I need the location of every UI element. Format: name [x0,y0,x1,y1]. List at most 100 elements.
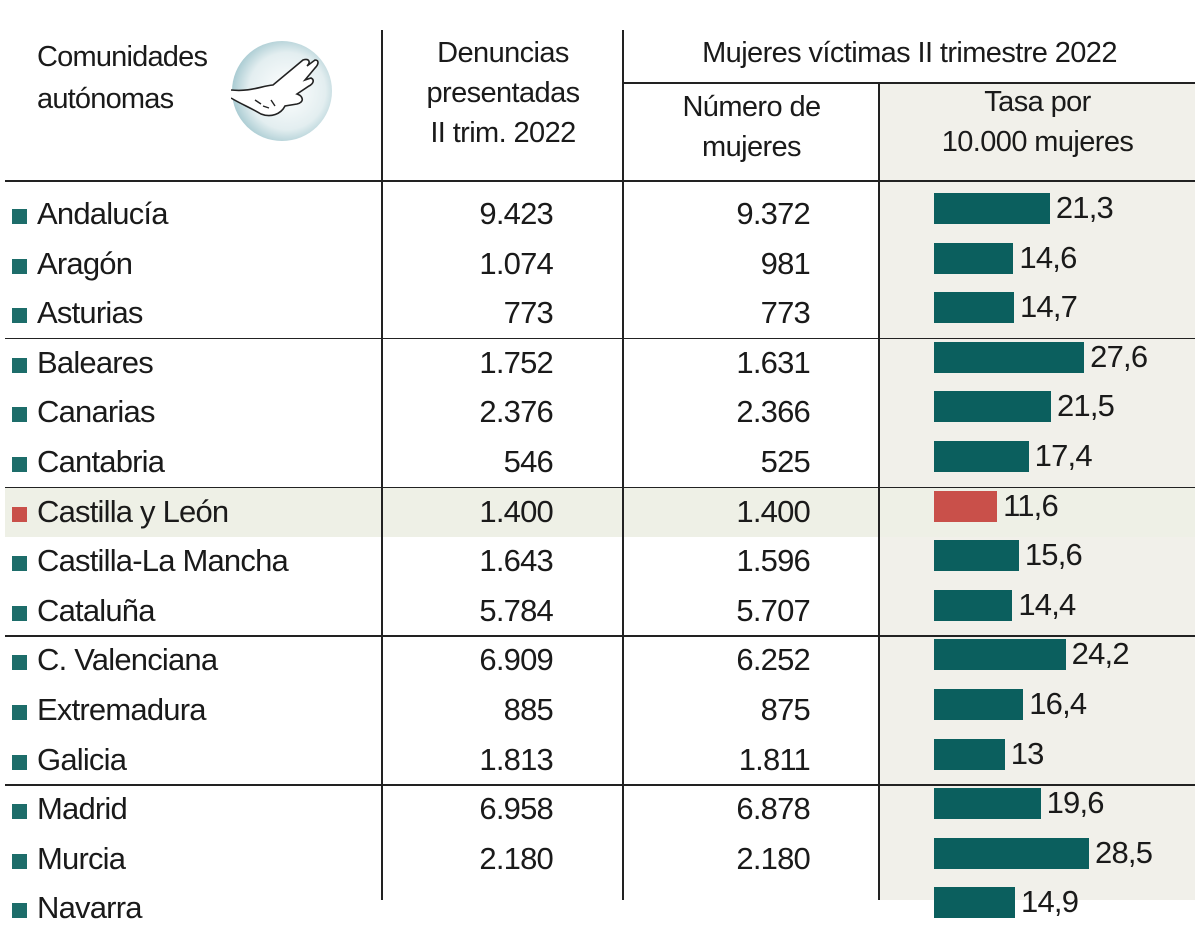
mujeres-value: 1.811 [738,741,811,777]
table-row: Andalucía 9.423 9.372 21,3 [0,190,1200,240]
header-denuncias-column: Denuncias presentadas II trim. 2022 [383,33,623,153]
group-header-rule [623,82,1195,84]
tasa-bar [934,193,1050,224]
header-group-title: Mujeres víctimas II trimestre 2022 [702,37,1117,69]
row-name: Navarra [37,890,142,926]
row-marker-square [12,556,27,572]
denuncias-value: 5.784 [479,592,553,628]
denuncias-value: 1.074 [479,245,553,281]
tasa-label: 21,5 [1056,388,1115,424]
header-denuncias-line: Denuncias [437,37,569,69]
row-marker-square [12,506,27,522]
header-tasa-line: 10.000 mujeres [941,126,1134,158]
table-row: Extremadura 885 875 16,4 [0,686,1200,736]
tasa-bar [934,292,1014,324]
tasa-label: 14,6 [1019,239,1077,275]
row-marker-square [12,258,27,274]
tasa-label: 14,9 [1021,884,1079,920]
denuncias-value: 1.752 [479,344,553,380]
mujeres-value: 6.252 [736,642,810,678]
table-row: Cataluña 5.784 5.707 14,4 [0,587,1200,637]
tasa-bar [934,887,1016,919]
tasa-bar [934,689,1024,720]
table-row: Aragón 1.074 981 14,6 [0,240,1200,290]
tasa-bar [934,589,1013,621]
row-name: Canarias [37,394,155,430]
table-row: Cantabria 546 525 17,4 [0,438,1200,488]
header-denuncias-line: II trim. 2022 [430,117,576,149]
column-divider [878,83,880,900]
header-numero-line: Número de [682,91,821,123]
row-marker-square [12,853,27,869]
tasa-label: 21,3 [1055,190,1114,225]
denuncias-value: 9.423 [479,196,553,231]
header-name-line: Comunidades [37,41,208,73]
row-name: Madrid [37,791,128,827]
row-marker-square [12,357,27,373]
header-tasa-column: Tasa por 10.000 mujeres [880,82,1195,162]
column-divider [381,30,383,900]
tasa-bar [934,837,1090,869]
denuncias-value: 1.813 [479,741,553,777]
table-row: Murcia 2.180 2.180 28,5 [0,835,1200,885]
tasa-label: 16,4 [1029,686,1087,721]
hand-grabbing-wrist-icon [230,40,333,142]
header-numero-column: Número de mujeres [624,87,879,167]
row-marker-square [12,605,27,621]
denuncias-value: 885 [503,692,554,727]
mujeres-value: 2.366 [736,394,810,430]
row-marker-square [12,308,27,324]
tasa-bar [934,341,1085,373]
table-row: Navarra 14,9 [0,884,1200,934]
header-name-column: Comunidades autónomas [37,36,208,120]
row-name: Andalucía [37,196,168,231]
mujeres-value: 1.631 [736,344,810,380]
tasa-bar [934,788,1041,820]
row-name: Asturias [37,295,143,331]
header-name-line: autónomas [37,83,174,115]
mujeres-value: 6.878 [736,791,810,827]
mujeres-value: 773 [760,295,811,331]
tasa-label: 24,2 [1071,636,1130,672]
tasa-label: 28,5 [1095,834,1153,870]
table-row: Canarias 2.376 2.366 21,5 [0,388,1200,438]
mujeres-value: 525 [760,444,811,479]
header-tasa-line: Tasa por [984,86,1091,118]
denuncias-value: 6.909 [479,642,553,678]
mujeres-value: 981 [760,245,811,281]
mujeres-value: 1.400 [736,493,810,529]
mujeres-value: 875 [760,692,811,727]
table-row: Castilla y León 1.400 1.400 11,6 [0,488,1200,538]
group-divider [5,337,1195,340]
tasa-label: 11,6 [1003,487,1059,523]
row-name: Baleares [37,344,154,380]
tasa-label: 14,4 [1018,586,1076,622]
row-marker-square [12,705,27,720]
tasa-label: 13 [1010,735,1045,771]
row-name: Aragón [37,245,133,281]
tasa-label: 15,6 [1024,537,1083,573]
row-marker-square [12,754,27,770]
row-name: Cataluña [37,592,156,628]
header-rule [5,180,1195,182]
table-row: Galicia 1.813 1.811 13 [0,736,1200,786]
mujeres-value: 2.180 [736,840,810,876]
tasa-bar [934,391,1051,423]
tasa-label: 14,7 [1019,289,1078,325]
denuncias-value: 1.643 [479,543,553,579]
mujeres-value: 9.372 [736,196,810,231]
tasa-bar [934,738,1005,770]
row-marker-square [12,407,27,423]
row-name: Cantabria [37,444,165,479]
row-name: Murcia [37,840,126,876]
denuncias-value: 773 [503,295,554,331]
table-row: C. Valenciana 6.909 6.252 24,2 [0,636,1200,686]
table-row: Castilla-La Mancha 1.643 1.596 15,6 [0,537,1200,587]
tasa-bar [934,242,1014,274]
row-marker-square [12,457,27,472]
table-row: Madrid 6.958 6.878 19,6 [0,785,1200,835]
tasa-bar [934,639,1066,671]
mujeres-value: 5.707 [736,592,810,628]
header-denuncias-line: presentadas [426,77,580,109]
row-marker-square [12,209,27,224]
